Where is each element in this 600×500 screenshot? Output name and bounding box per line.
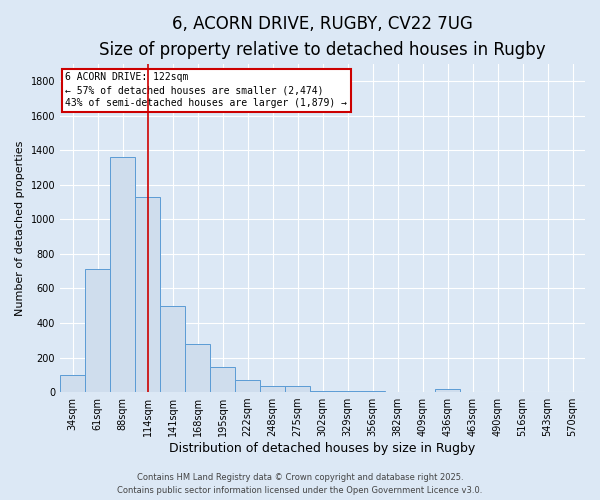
Bar	[185, 344, 210, 392]
Bar	[260, 386, 285, 392]
Bar	[85, 270, 110, 392]
Title: 6, ACORN DRIVE, RUGBY, CV22 7UG
Size of property relative to detached houses in : 6, ACORN DRIVE, RUGBY, CV22 7UG Size of …	[99, 15, 546, 60]
Bar	[210, 366, 235, 392]
Bar	[235, 380, 260, 392]
Text: 6 ACORN DRIVE: 122sqm
← 57% of detached houses are smaller (2,474)
43% of semi-d: 6 ACORN DRIVE: 122sqm ← 57% of detached …	[65, 72, 347, 108]
Bar	[435, 388, 460, 392]
Bar	[160, 306, 185, 392]
Y-axis label: Number of detached properties: Number of detached properties	[15, 140, 25, 316]
Bar	[60, 375, 85, 392]
Bar	[285, 386, 310, 392]
Bar	[310, 390, 335, 392]
Bar	[335, 391, 360, 392]
Bar	[110, 157, 135, 392]
Bar	[135, 197, 160, 392]
Text: Contains HM Land Registry data © Crown copyright and database right 2025.
Contai: Contains HM Land Registry data © Crown c…	[118, 474, 482, 495]
X-axis label: Distribution of detached houses by size in Rugby: Distribution of detached houses by size …	[169, 442, 476, 455]
